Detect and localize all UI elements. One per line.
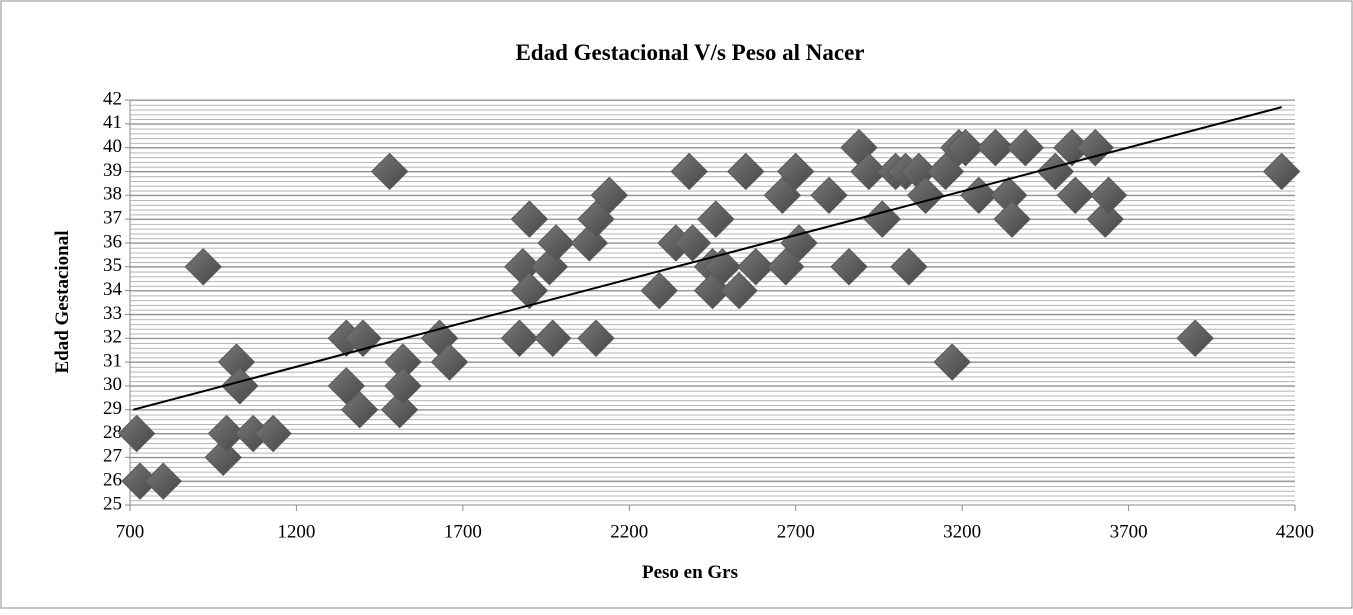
data-point bbox=[810, 176, 848, 215]
data-point bbox=[577, 319, 615, 357]
data-point bbox=[993, 200, 1031, 238]
data-point bbox=[1176, 319, 1214, 357]
data-point bbox=[537, 224, 575, 262]
chart-title: Edad Gestacional V/s Peso al Nacer bbox=[515, 40, 864, 65]
data-point bbox=[144, 462, 182, 500]
data-point bbox=[380, 390, 419, 429]
data-point bbox=[720, 271, 758, 310]
data-point bbox=[500, 319, 539, 357]
y-tick-label: 42 bbox=[103, 88, 122, 109]
y-tick-label: 26 bbox=[103, 470, 122, 491]
data-point bbox=[670, 152, 708, 191]
data-point bbox=[184, 248, 222, 286]
x-tick-label: 3200 bbox=[943, 521, 981, 542]
data-point bbox=[933, 343, 971, 381]
data-point bbox=[221, 367, 259, 405]
x-axis-title: Peso en Grs bbox=[642, 562, 738, 583]
data-point bbox=[640, 271, 678, 310]
y-tick-label: 29 bbox=[103, 398, 122, 419]
data-point bbox=[590, 176, 629, 215]
data-point bbox=[577, 200, 615, 238]
x-tick-label: 1700 bbox=[444, 521, 482, 542]
data-point bbox=[890, 248, 928, 286]
y-tick-label: 25 bbox=[103, 493, 122, 514]
data-point bbox=[697, 200, 735, 238]
x-tick-label: 2700 bbox=[777, 521, 815, 542]
y-tick-label: 34 bbox=[103, 279, 123, 300]
data-point bbox=[737, 248, 775, 286]
data-point bbox=[1056, 176, 1095, 215]
y-tick-label: 35 bbox=[103, 255, 122, 276]
data-point bbox=[510, 271, 549, 310]
data-point bbox=[727, 152, 765, 191]
data-point bbox=[767, 248, 805, 286]
trendline bbox=[133, 106, 1282, 411]
data-point bbox=[1076, 128, 1114, 167]
x-tick-label: 2200 bbox=[610, 521, 648, 542]
data-point bbox=[673, 224, 712, 262]
data-point bbox=[976, 128, 1015, 167]
data-point bbox=[1086, 200, 1124, 238]
x-tick-label: 1200 bbox=[277, 521, 315, 542]
y-tick-label: 31 bbox=[103, 350, 122, 371]
data-point bbox=[370, 152, 409, 191]
data-point bbox=[926, 152, 965, 191]
y-tick-label: 33 bbox=[103, 303, 122, 324]
data-point bbox=[340, 390, 379, 429]
y-tick-label: 41 bbox=[103, 112, 122, 133]
y-tick-label: 40 bbox=[103, 136, 122, 157]
data-point bbox=[204, 438, 242, 477]
x-tick-label: 700 bbox=[116, 521, 145, 542]
data-point bbox=[830, 248, 868, 286]
data-point bbox=[117, 414, 156, 453]
y-tick-label: 32 bbox=[103, 327, 122, 348]
y-tick-label: 36 bbox=[103, 231, 122, 252]
y-tick-label: 30 bbox=[103, 374, 122, 395]
data-point bbox=[384, 367, 422, 405]
data-point bbox=[1089, 176, 1128, 215]
data-point bbox=[534, 319, 572, 357]
data-point bbox=[763, 176, 802, 215]
y-tick-label: 28 bbox=[103, 422, 122, 443]
data-point bbox=[430, 343, 469, 381]
y-tick-label: 38 bbox=[103, 184, 122, 205]
data-point bbox=[946, 128, 985, 167]
data-point bbox=[1006, 128, 1045, 167]
y-tick-label: 39 bbox=[103, 160, 122, 181]
x-tick-label: 3700 bbox=[1110, 521, 1148, 542]
data-point bbox=[850, 152, 888, 191]
y-axis-title: Edad Gestacional bbox=[52, 230, 73, 373]
data-point bbox=[777, 152, 815, 191]
x-tick-label: 4200 bbox=[1276, 521, 1314, 542]
data-point bbox=[1262, 152, 1301, 191]
y-tick-label: 37 bbox=[103, 207, 122, 228]
data-point bbox=[1036, 152, 1075, 191]
data-point bbox=[327, 367, 366, 405]
data-point bbox=[207, 414, 246, 453]
data-point bbox=[254, 414, 292, 453]
y-tick-label: 27 bbox=[103, 446, 122, 467]
data-point bbox=[510, 200, 549, 238]
